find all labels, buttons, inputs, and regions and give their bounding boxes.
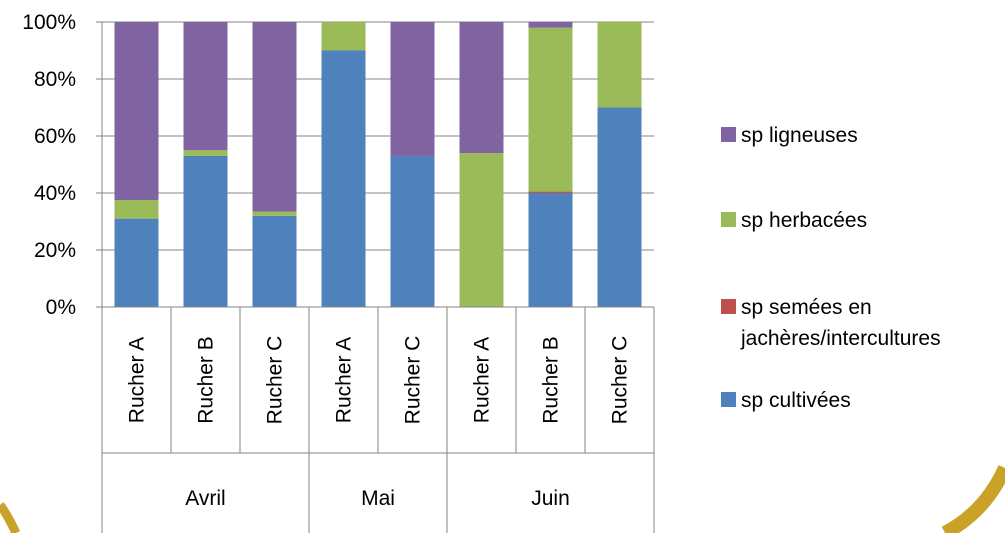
bar-segment — [253, 22, 297, 212]
legend-label: sp herbacées — [741, 209, 867, 232]
category-label: Rucher C — [264, 336, 287, 425]
category-label: Rucher C — [609, 336, 632, 425]
y-tick-label: 100% — [22, 11, 76, 34]
category-label: Rucher B — [540, 336, 563, 424]
bar-segment — [253, 212, 297, 216]
category-label: Rucher C — [402, 336, 425, 425]
bar-segment — [460, 153, 504, 307]
bar-segment — [115, 219, 159, 307]
bar-segment — [184, 22, 228, 150]
frame-curve-left — [0, 505, 16, 533]
y-tick-label: 80% — [34, 68, 76, 91]
legend-swatch — [721, 212, 736, 227]
decorative-frame — [0, 468, 1005, 533]
y-tick-label: 40% — [34, 182, 76, 205]
category-label: Rucher A — [333, 337, 356, 423]
bar-segment — [391, 156, 435, 307]
bar-segment — [529, 22, 573, 28]
legend: sp ligneuses sp herbacées sp semées en jach… — [721, 124, 941, 412]
category-label: Rucher A — [471, 337, 494, 423]
legend-swatch — [721, 299, 736, 314]
bar-segment — [184, 156, 228, 307]
legend-label-line2: jachères/intercultures — [740, 327, 941, 350]
bar-segment — [529, 193, 573, 307]
legend-swatch — [721, 392, 736, 407]
bars — [115, 22, 642, 307]
bar-segment — [391, 22, 435, 156]
bar-segment — [253, 216, 297, 307]
legend-label: sp cultivées — [741, 389, 851, 412]
bar-segment — [115, 22, 159, 200]
frame-curve-right — [945, 468, 1005, 533]
y-tick-label: 0% — [46, 296, 76, 319]
bar-segment — [184, 150, 228, 156]
y-tick-label: 20% — [34, 239, 76, 262]
legend-label: sp semées en — [741, 296, 872, 319]
bar-segment — [115, 200, 159, 219]
group-label: Juin — [531, 487, 570, 510]
group-label: Avril — [185, 487, 225, 510]
category-label: Rucher A — [126, 337, 149, 423]
category-label: Rucher B — [195, 336, 218, 424]
bar-segment — [322, 51, 366, 308]
y-tick-label: 60% — [34, 125, 76, 148]
legend-swatch — [721, 127, 736, 142]
legend-label: sp ligneuses — [741, 124, 858, 147]
bar-segment — [529, 192, 573, 193]
bar-segment — [529, 28, 573, 192]
bar-segment — [598, 108, 642, 308]
bar-segment — [460, 22, 504, 153]
group-label: Mai — [361, 487, 395, 510]
bar-segment — [598, 22, 642, 108]
bar-segment — [322, 22, 366, 51]
